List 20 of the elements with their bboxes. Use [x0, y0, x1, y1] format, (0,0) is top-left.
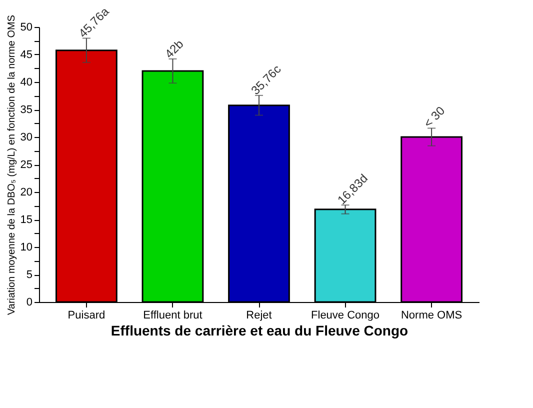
- y-tick-label: 10: [20, 242, 32, 254]
- y-tick-label: 15: [20, 214, 32, 226]
- y-tick-label: 20: [20, 186, 32, 198]
- x-tick-label: Rejet: [246, 310, 272, 322]
- y-tick-label: 30: [20, 132, 32, 144]
- y-tick-label: 5: [26, 269, 32, 281]
- x-tick-label: Puisard: [68, 310, 106, 322]
- x-axis-title: Effluents de carrière et eau du Fleuve Congo: [110, 322, 408, 338]
- y-tick-label: 0: [26, 296, 32, 308]
- y-tick-label: 35: [20, 104, 32, 116]
- y-tick-label: 50: [20, 22, 32, 34]
- data-label: 42b: [162, 36, 186, 62]
- y-axis-title: Variation moyenne de la DBO₅ (mg/L) en fonction de la norme OMS: [6, 14, 18, 316]
- data-label: < 30: [420, 103, 448, 130]
- y-tick-label: 40: [20, 76, 32, 88]
- y-tick-label: 45: [20, 49, 32, 61]
- x-tick-label: Fleuve Congo: [311, 310, 380, 322]
- x-tick-label: Effluent brut: [143, 310, 202, 322]
- x-tick-label: Norme OMS: [400, 310, 462, 322]
- y-tick-label: 25: [20, 159, 32, 171]
